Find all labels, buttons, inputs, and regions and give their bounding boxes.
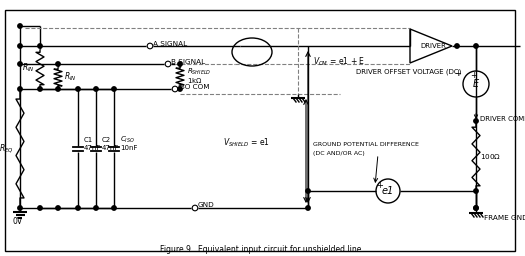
Text: C2: C2: [102, 136, 111, 143]
Text: GND: GND: [198, 202, 215, 208]
Circle shape: [112, 206, 116, 210]
Text: 10nF: 10nF: [120, 144, 138, 151]
Circle shape: [306, 206, 310, 210]
Circle shape: [76, 206, 80, 210]
Text: +: +: [470, 71, 477, 80]
Circle shape: [147, 43, 153, 49]
Text: 100$\Omega$: 100$\Omega$: [480, 152, 501, 161]
Text: $R_{EQ}$: $R_{EQ}$: [0, 142, 13, 155]
Circle shape: [172, 86, 178, 92]
Circle shape: [18, 62, 22, 66]
Text: Figure 9.  Equivalent input circuit for unshielded line.: Figure 9. Equivalent input circuit for u…: [160, 245, 364, 254]
Text: C1: C1: [84, 136, 93, 143]
Circle shape: [192, 205, 198, 211]
Text: A SIGNAL: A SIGNAL: [153, 41, 187, 47]
Text: $V_{SHIELD}$ = e1: $V_{SHIELD}$ = e1: [223, 137, 270, 149]
Text: $R_{IN}$: $R_{IN}$: [22, 61, 34, 74]
Circle shape: [18, 24, 22, 28]
Circle shape: [94, 87, 98, 91]
Circle shape: [455, 44, 459, 48]
Circle shape: [38, 87, 42, 91]
Text: DRIVER COMMON: DRIVER COMMON: [480, 116, 525, 122]
Circle shape: [306, 189, 310, 193]
Circle shape: [474, 206, 478, 210]
Circle shape: [474, 44, 478, 48]
Circle shape: [76, 87, 80, 91]
Circle shape: [112, 87, 116, 91]
Text: 47nF: 47nF: [84, 144, 101, 151]
Text: E: E: [473, 79, 479, 89]
Text: GROUND POTENTIAL DIFFERENCE: GROUND POTENTIAL DIFFERENCE: [313, 143, 419, 147]
Circle shape: [474, 189, 478, 193]
Text: 1k$\Omega$: 1k$\Omega$: [187, 76, 203, 85]
Text: B SIGNAL: B SIGNAL: [171, 59, 205, 65]
Circle shape: [474, 119, 478, 123]
Text: +: +: [455, 69, 461, 79]
Circle shape: [94, 206, 98, 210]
Text: e1: e1: [382, 186, 394, 196]
Circle shape: [474, 206, 478, 210]
Text: FRAME GND: FRAME GND: [484, 215, 525, 221]
Circle shape: [18, 206, 22, 210]
Text: 0V: 0V: [13, 218, 23, 227]
Circle shape: [38, 44, 42, 48]
Text: $R_{SHIELD}$: $R_{SHIELD}$: [187, 66, 212, 77]
Circle shape: [56, 62, 60, 66]
Text: DRIVER OFFSET VOLTAGE (DC): DRIVER OFFSET VOLTAGE (DC): [356, 69, 461, 75]
Circle shape: [56, 87, 60, 91]
Circle shape: [38, 206, 42, 210]
Text: 47nF: 47nF: [102, 144, 119, 151]
Text: +: +: [376, 182, 383, 190]
Text: ISO COM: ISO COM: [178, 84, 209, 90]
Text: DRIVER: DRIVER: [420, 43, 446, 49]
Text: $C_{ISO}$: $C_{ISO}$: [120, 134, 135, 145]
Text: $R_{IN}$: $R_{IN}$: [64, 70, 76, 83]
Circle shape: [18, 87, 22, 91]
Circle shape: [178, 87, 182, 91]
Circle shape: [56, 206, 60, 210]
Circle shape: [18, 44, 22, 48]
Text: (DC AND/OR AC): (DC AND/OR AC): [313, 152, 365, 156]
Circle shape: [165, 61, 171, 67]
Text: $V_{CM}$ = e1 + E: $V_{CM}$ = e1 + E: [313, 56, 365, 68]
Circle shape: [178, 62, 182, 66]
